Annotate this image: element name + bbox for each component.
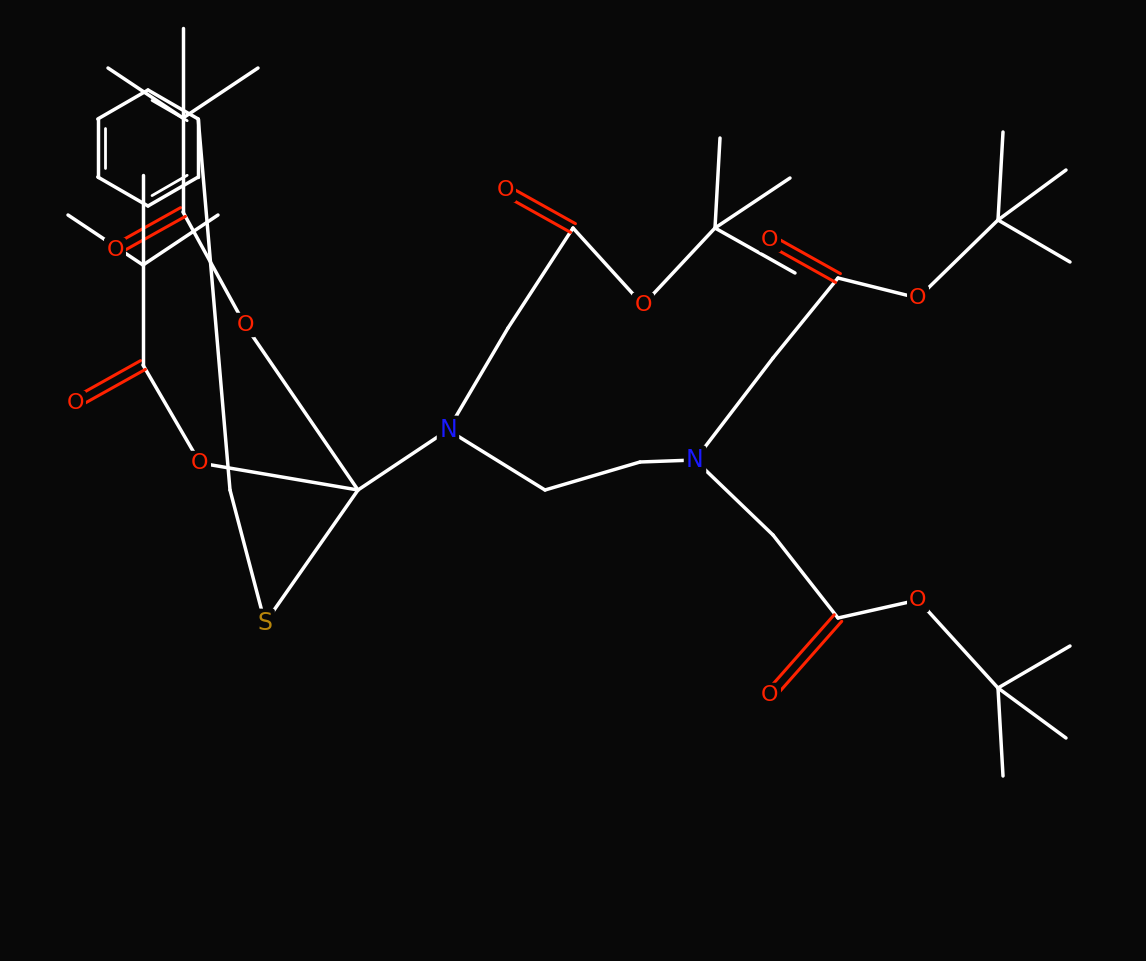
Text: O: O [909,288,927,308]
Text: N: N [686,448,704,472]
Text: O: O [761,685,779,705]
Text: O: O [909,590,927,610]
Text: O: O [191,453,209,473]
Text: O: O [496,180,513,200]
Text: O: O [761,230,779,250]
Text: O: O [66,393,84,413]
Text: S: S [258,611,273,635]
Text: O: O [107,240,124,260]
Text: N: N [439,418,457,442]
Text: O: O [236,315,253,335]
Text: O: O [634,295,652,315]
